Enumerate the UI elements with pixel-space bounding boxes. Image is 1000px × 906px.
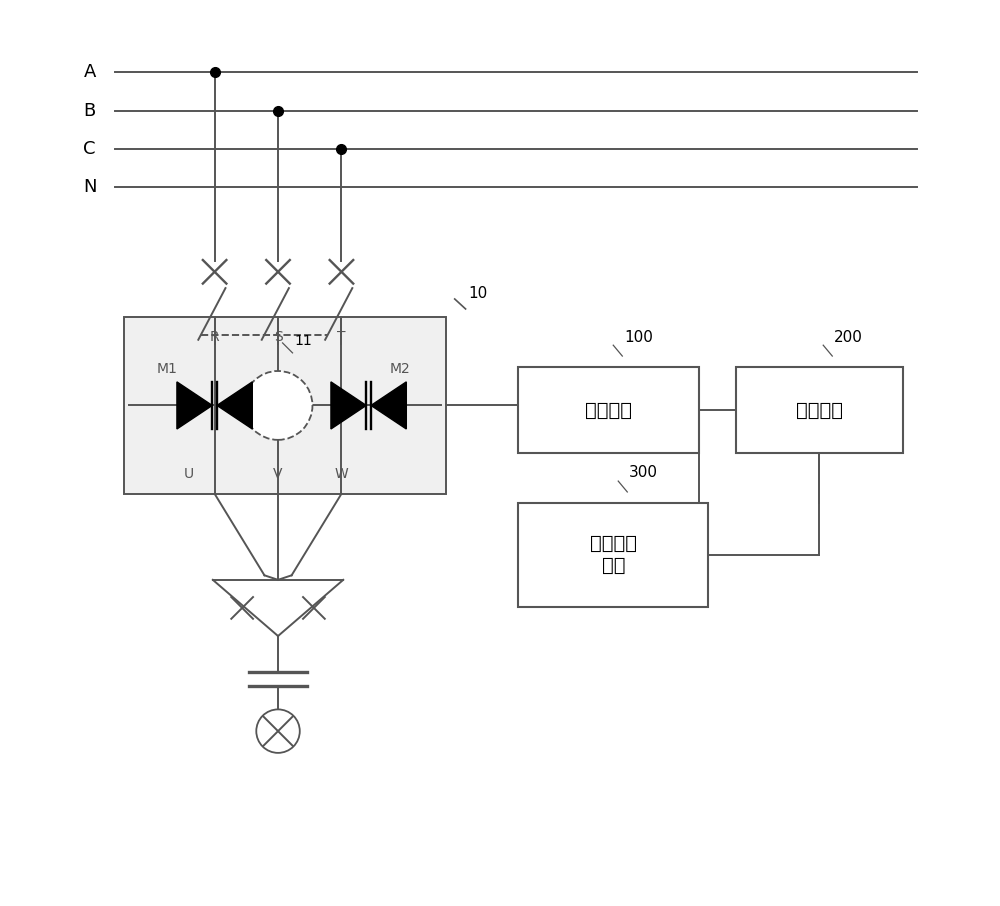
Text: 200: 200 [834, 330, 863, 344]
Text: C: C [83, 140, 96, 158]
Text: 状态监测
电路: 状态监测 电路 [590, 535, 637, 575]
Text: 控制电路: 控制电路 [796, 400, 843, 419]
Text: 11: 11 [294, 333, 312, 348]
Polygon shape [371, 382, 406, 429]
Bar [518, 503, 708, 607]
Text: B: B [83, 101, 96, 120]
Text: N: N [83, 178, 96, 196]
Text: 300: 300 [629, 466, 658, 480]
Text: A: A [83, 63, 96, 82]
Text: V: V [273, 467, 283, 481]
Text: S: S [274, 330, 282, 344]
Circle shape [256, 709, 300, 753]
Bar [736, 367, 903, 453]
Bar [124, 317, 446, 494]
Text: T: T [337, 330, 346, 344]
Polygon shape [217, 382, 252, 429]
Bar [518, 367, 699, 453]
Text: 100: 100 [624, 330, 653, 344]
Text: M1: M1 [157, 362, 178, 376]
Circle shape [244, 371, 312, 440]
Text: R: R [210, 330, 219, 344]
Text: 10: 10 [468, 286, 488, 301]
Text: 驱动电路: 驱动电路 [585, 400, 632, 419]
Text: U: U [184, 467, 194, 481]
Text: W: W [335, 467, 348, 481]
Text: M2: M2 [390, 362, 411, 376]
Polygon shape [331, 382, 366, 429]
Polygon shape [177, 382, 212, 429]
